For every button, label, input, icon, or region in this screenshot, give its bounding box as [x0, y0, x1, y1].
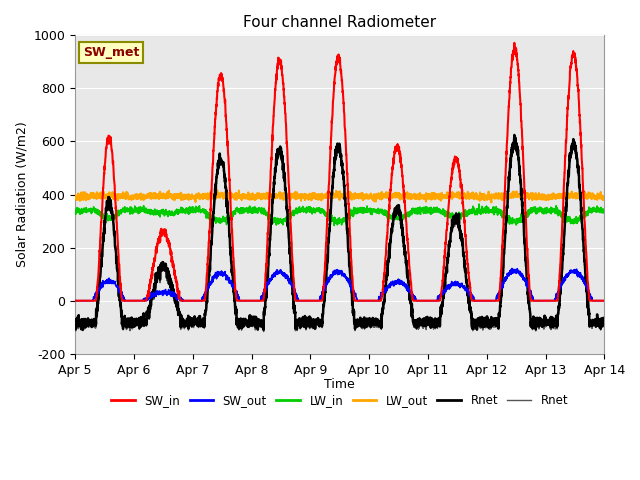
- LW_out: [298, 194, 305, 200]
- SW_in: [71, 298, 79, 303]
- LW_in: [71, 208, 79, 214]
- Rnet: [260, 329, 268, 335]
- LW_out: [163, 190, 171, 196]
- SW_in: [275, 58, 282, 63]
- SW_out: [163, 292, 171, 298]
- SW_out: [600, 298, 608, 303]
- Rnet: [534, 322, 541, 327]
- LW_out: [275, 192, 282, 197]
- SW_in: [533, 298, 541, 303]
- Legend: SW_in, SW_out, LW_in, LW_out, Rnet, Rnet: SW_in, SW_out, LW_in, LW_out, Rnet, Rnet: [107, 389, 573, 411]
- LW_in: [163, 210, 171, 216]
- LW_out: [600, 194, 608, 200]
- LW_in: [330, 223, 338, 228]
- Rnet: [534, 321, 541, 326]
- LW_in: [534, 209, 541, 215]
- SW_in: [297, 298, 305, 303]
- Text: SW_met: SW_met: [83, 46, 140, 59]
- LW_out: [488, 200, 495, 205]
- Line: Rnet: Rnet: [75, 135, 604, 330]
- SW_in: [590, 298, 598, 303]
- Rnet: [298, 321, 305, 326]
- Y-axis label: Solar Radiation (W/m2): Solar Radiation (W/m2): [15, 122, 28, 267]
- Line: Rnet: Rnet: [75, 137, 604, 332]
- SW_out: [533, 298, 541, 303]
- Rnet: [163, 267, 171, 273]
- Line: LW_in: LW_in: [75, 204, 604, 226]
- Rnet: [600, 318, 608, 324]
- Rnet: [132, 319, 140, 324]
- LW_in: [275, 218, 282, 224]
- SW_out: [508, 265, 516, 271]
- Line: SW_out: SW_out: [75, 268, 604, 300]
- Line: SW_in: SW_in: [75, 43, 604, 300]
- Rnet: [600, 319, 608, 325]
- LW_out: [534, 194, 541, 200]
- Line: LW_out: LW_out: [75, 190, 604, 203]
- Rnet: [71, 317, 79, 323]
- Rnet: [511, 132, 518, 138]
- LW_in: [132, 204, 140, 210]
- Rnet: [298, 319, 305, 324]
- Rnet: [132, 317, 140, 323]
- SW_out: [590, 298, 598, 303]
- LW_in: [600, 208, 608, 214]
- SW_out: [132, 298, 140, 303]
- SW_in: [163, 239, 171, 244]
- LW_in: [591, 207, 598, 213]
- Title: Four channel Radiometer: Four channel Radiometer: [243, 15, 436, 30]
- Rnet: [511, 134, 518, 140]
- SW_out: [297, 298, 305, 303]
- LW_out: [71, 195, 79, 201]
- X-axis label: Time: Time: [324, 378, 355, 391]
- SW_in: [600, 298, 608, 303]
- LW_in: [476, 201, 483, 207]
- SW_out: [71, 298, 79, 303]
- Rnet: [591, 320, 598, 326]
- SW_in: [511, 40, 518, 46]
- LW_in: [297, 207, 305, 213]
- LW_out: [213, 187, 221, 193]
- Rnet: [591, 321, 598, 327]
- Rnet: [275, 150, 282, 156]
- LW_out: [591, 192, 598, 198]
- SW_out: [275, 271, 282, 276]
- Rnet: [275, 147, 282, 153]
- Rnet: [163, 278, 171, 284]
- Rnet: [71, 316, 79, 322]
- Rnet: [79, 327, 86, 333]
- LW_out: [132, 194, 140, 200]
- SW_in: [132, 298, 140, 303]
